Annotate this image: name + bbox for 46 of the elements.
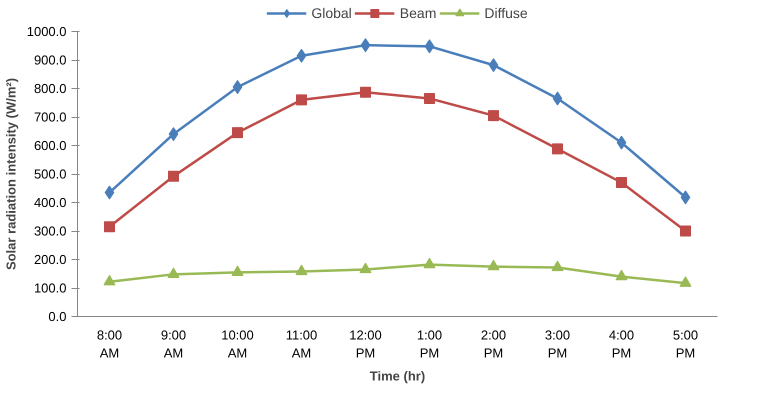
point (296, 264, 308, 276)
x-tick-label: 9:00 AM (160, 328, 186, 360)
legend-label: Beam (400, 5, 436, 21)
point (232, 127, 243, 138)
legend-label: Global (311, 5, 352, 21)
point (232, 265, 244, 276)
y-tick-label: 0.0 (48, 309, 67, 324)
point (296, 94, 307, 106)
y-tick-label: 400.0 (34, 195, 67, 210)
point (168, 267, 180, 278)
point (488, 110, 499, 122)
x-axis-title: Time (hr) (370, 368, 426, 384)
y-tick-label: 700.0 (34, 110, 67, 124)
y-axis-title: Solar radiation intensity (W/m²) (4, 78, 19, 270)
point (104, 274, 116, 286)
point (424, 92, 435, 104)
y-tick-label: 100.0 (34, 280, 67, 296)
point (424, 258, 436, 268)
y-tick-label: 200.0 (34, 252, 67, 267)
legend-label: Diffuse (484, 5, 528, 21)
x-tick-label: 1:00 PM (416, 328, 442, 360)
x-tick-label: 4:00 PM (608, 328, 634, 360)
x-tick-label: 8:00 AM (96, 328, 122, 360)
y-tick-label: 300.0 (34, 224, 67, 238)
point (616, 270, 628, 280)
point (552, 143, 563, 154)
x-tick-label: 12:00 PM (349, 328, 382, 360)
y-tick-label: 1000.0 (26, 24, 67, 39)
point (360, 86, 371, 98)
point (488, 260, 500, 270)
point (552, 260, 564, 272)
point (680, 226, 691, 236)
y-tick-label: 500.0 (34, 166, 67, 182)
point (104, 221, 115, 232)
x-tick-label: 2:00 PM (480, 328, 506, 360)
x-tick-label: 3:00 PM (544, 328, 570, 360)
x-tick-label: 5:00 PM (672, 328, 698, 360)
point (360, 262, 372, 274)
x-tick-label: 10:00 AM (221, 328, 254, 360)
x-tick-label: 11:00 AM (286, 328, 318, 360)
point (680, 276, 692, 287)
y-tick-label: 600.0 (34, 138, 67, 153)
y-tick-label: 800.0 (34, 81, 67, 96)
y-tick-label: 900.0 (34, 52, 67, 68)
point (616, 177, 627, 188)
point (168, 170, 179, 182)
